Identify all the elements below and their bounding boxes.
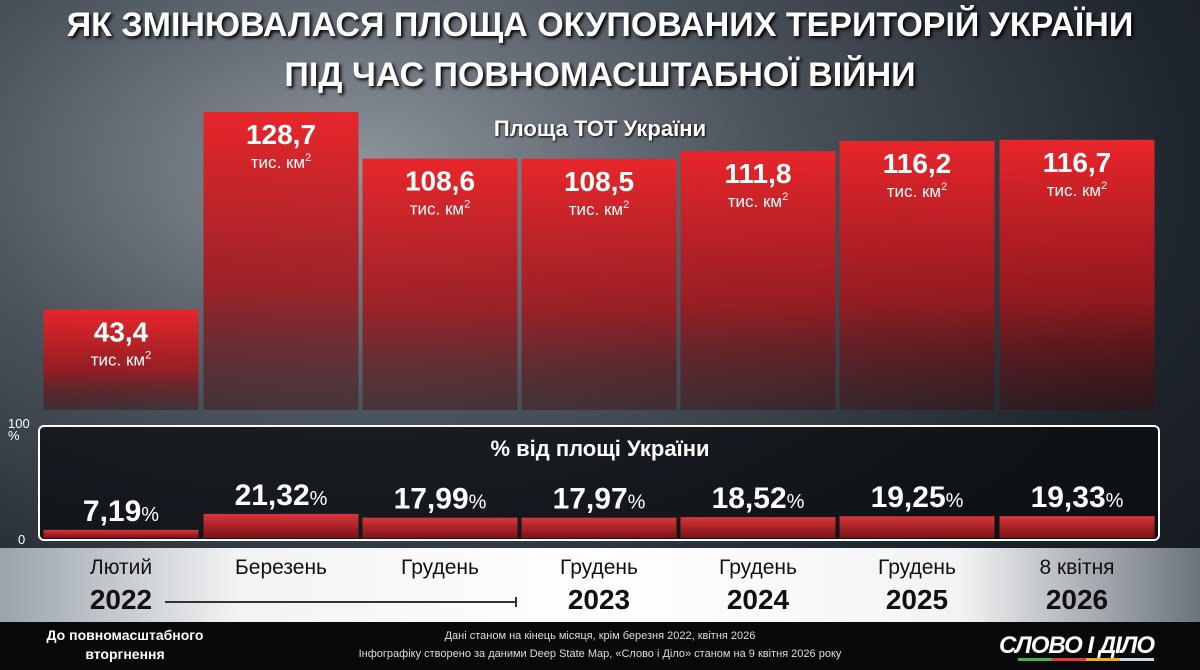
- x-label-year: 2025: [885, 584, 949, 615]
- area-bar: [43, 309, 199, 410]
- x-label-month: 8 квітня: [1039, 556, 1115, 579]
- percent-bar: [999, 516, 1155, 538]
- x-label-month: Грудень: [878, 556, 956, 579]
- title-line-2: ПІД ЧАС ПОВНОМАСШТАБНОЇ ВІЙНИ: [284, 56, 916, 94]
- area-bar-label: 108,5: [564, 166, 634, 197]
- timeline-line-2022: [165, 597, 517, 607]
- area-bar-unit: тис. км2: [1047, 180, 1107, 200]
- area-bar-unit: тис. км2: [91, 350, 151, 370]
- area-chart-title: Площа ТОТ України: [493, 116, 707, 141]
- area-bar-label: 128,7: [246, 119, 316, 150]
- x-label-month: Грудень: [560, 556, 638, 579]
- area-bar: [203, 112, 359, 410]
- x-label-month: Грудень: [401, 556, 479, 579]
- area-bar-label: 108,6: [405, 166, 475, 197]
- area-bar: [680, 151, 836, 411]
- y-tick-100: 100 %: [8, 416, 30, 443]
- percent-bar: [203, 513, 359, 538]
- area-bar-unit: тис. км2: [410, 199, 470, 219]
- percent-bar-label: 17,99%: [394, 483, 487, 516]
- logo-stripe: [1018, 658, 1154, 661]
- area-bar: [362, 158, 518, 410]
- title-line-1: ЯК ЗМІНЮВАЛАСЯ ПЛОЩА ОКУПОВАНИХ ТЕРИТОРІ…: [66, 6, 1134, 44]
- x-label-year: 2023: [567, 584, 631, 615]
- x-label-month: Лютий: [89, 556, 153, 579]
- area-bar: [521, 158, 677, 410]
- x-label-year: 2022: [89, 584, 153, 615]
- x-label-year: 2026: [1045, 584, 1109, 615]
- area-bar-label: 111,8: [725, 158, 792, 189]
- percent-bar-label: 19,33%: [1031, 481, 1124, 514]
- percent-bar: [521, 517, 677, 538]
- note-2: Інфографіку створено за даними Deep Stat…: [358, 648, 842, 660]
- percent-bar-label: 21,32%: [235, 479, 328, 512]
- percent-bar-label: 19,25%: [871, 481, 964, 514]
- y-tick-0: 0: [18, 532, 26, 547]
- area-bar: [999, 139, 1155, 411]
- x-label-month: Грудень: [719, 556, 797, 579]
- area-bar-unit: тис. км2: [728, 191, 788, 211]
- percent-bar: [680, 517, 836, 538]
- x-label-month: Березень: [235, 556, 327, 579]
- area-bar-label: 43,4: [94, 317, 149, 348]
- percent-bar: [43, 529, 199, 538]
- percent-bar-label: 7,19%: [83, 495, 159, 528]
- percent-bar: [839, 516, 995, 538]
- x-label-year: 2024: [726, 584, 790, 615]
- x-axis-band: [0, 548, 1200, 622]
- percent-chart-title: % від площі України: [490, 436, 710, 461]
- percent-bar-label: 18,52%: [712, 482, 805, 515]
- percent-bar: [362, 517, 518, 538]
- area-bar-label: 116,2: [883, 148, 952, 179]
- pre-war-label: До повномасштабного вторгнення: [46, 627, 204, 662]
- area-bar-label: 116,7: [1043, 147, 1112, 178]
- logo: СЛОВО І ДІЛО: [998, 632, 1155, 659]
- percent-bar-label: 17,97%: [553, 483, 646, 516]
- footer: [0, 622, 1200, 670]
- area-bar-unit: тис. км2: [569, 199, 629, 219]
- area-bar: [839, 140, 995, 410]
- area-bar-unit: тис. км2: [251, 152, 311, 172]
- note-1: Дані станом на кінець місяця, крім берез…: [444, 630, 756, 642]
- area-bar-unit: тис. км2: [887, 181, 947, 201]
